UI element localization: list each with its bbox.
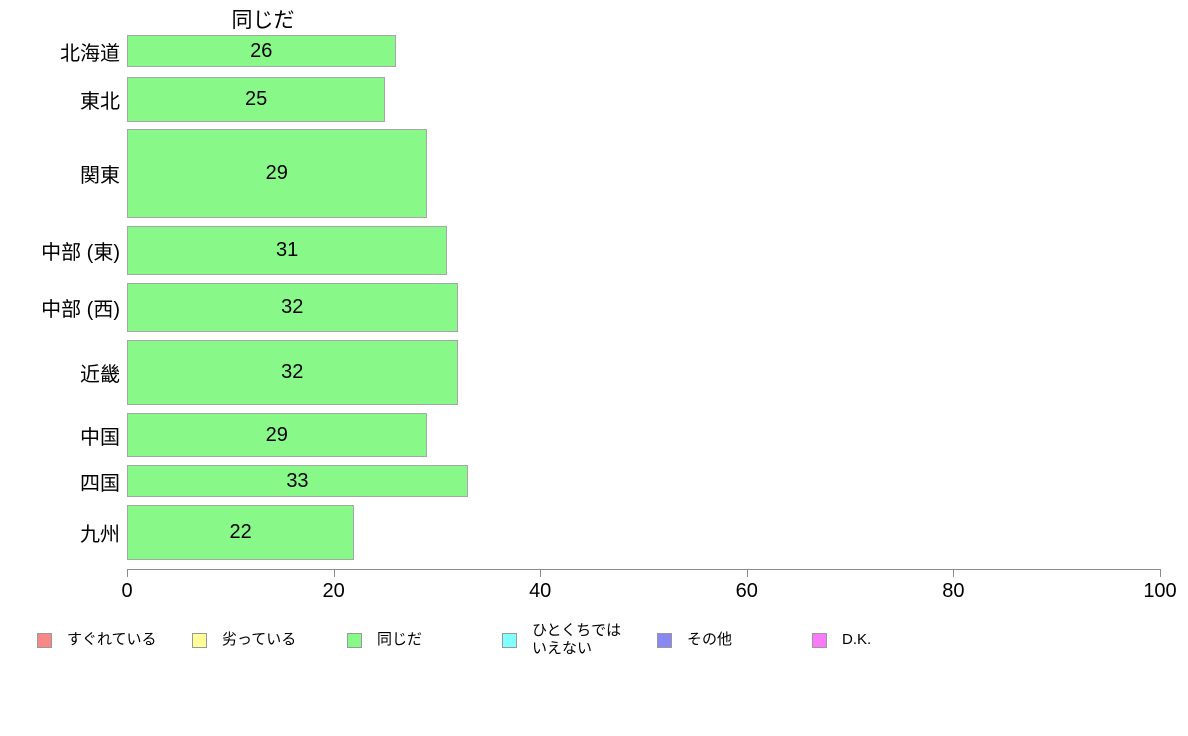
bar: 25 xyxy=(127,77,386,122)
x-axis-tick-label: 80 xyxy=(942,580,965,602)
bar: 29 xyxy=(127,129,427,218)
x-axis-tick xyxy=(540,569,542,577)
legend-swatch-icon xyxy=(657,632,672,648)
legend-item: D.K. xyxy=(812,631,872,648)
bar: 32 xyxy=(127,340,458,405)
category-label: 四国 xyxy=(80,472,120,495)
legend-swatch-icon xyxy=(192,632,207,648)
x-axis-tick-label: 0 xyxy=(121,580,133,602)
x-axis-tick xyxy=(333,569,335,577)
bar: 29 xyxy=(127,413,427,457)
x-axis-tick xyxy=(127,569,128,577)
bar: 22 xyxy=(127,505,355,560)
legend-item: すぐれている xyxy=(37,631,157,648)
legend-swatch-icon xyxy=(37,632,52,648)
x-axis-tick xyxy=(953,569,955,577)
x-axis-tick-label: 40 xyxy=(529,580,552,602)
legend-item: ひとくちでは いえない xyxy=(502,622,621,657)
category-label: 北海道 xyxy=(60,42,120,65)
category-label: 九州 xyxy=(80,524,120,546)
bar-value-label: 32 xyxy=(281,296,304,318)
bar: 33 xyxy=(127,465,468,497)
legend-label-line: いえない xyxy=(532,640,593,657)
bar-value-label: 31 xyxy=(275,239,299,261)
x-axis-tick xyxy=(1160,569,1161,577)
x-axis-tick-label: 20 xyxy=(322,580,345,602)
legend-label: ひとくちでは いえない xyxy=(532,622,621,658)
x-axis-line xyxy=(127,569,1160,570)
category-label: 中国 xyxy=(80,426,120,449)
legend-item: 同じだ xyxy=(347,631,423,648)
category-label: 近畿 xyxy=(80,364,120,386)
legend-label: D.K. xyxy=(842,631,872,648)
legend-label: すぐれている xyxy=(67,631,157,648)
bar-value-label: 26 xyxy=(250,39,273,62)
legend-label: その他 xyxy=(687,631,733,648)
x-axis-tick-label: 60 xyxy=(735,580,758,602)
bar: 32 xyxy=(127,283,458,332)
legend-swatch-icon xyxy=(502,632,517,648)
bar-value-label: 33 xyxy=(286,469,309,492)
bar-value-label: 22 xyxy=(229,521,252,543)
bar-value-label: 32 xyxy=(281,361,304,383)
x-axis-tick-label: 100 xyxy=(1143,580,1177,602)
category-label: 関東 xyxy=(80,165,120,187)
bar-value-label: 29 xyxy=(265,162,288,184)
bar-value-label: 29 xyxy=(265,423,288,446)
x-axis-tick xyxy=(746,569,748,577)
category-label: 中部 (東) xyxy=(41,242,120,264)
legend-item: その他 xyxy=(657,631,733,648)
bar-value-label: 25 xyxy=(245,88,268,110)
chart-title: 同じだ xyxy=(231,9,295,32)
legend-label: 劣っている xyxy=(222,631,297,648)
category-label: 東北 xyxy=(80,91,120,113)
legend-label: 同じだ xyxy=(377,631,423,648)
bar: 26 xyxy=(127,35,396,67)
legend-swatch-icon xyxy=(812,632,827,648)
bar: 31 xyxy=(127,226,448,275)
category-label: 中部 (西) xyxy=(41,299,120,321)
legend-swatch-icon xyxy=(347,632,362,648)
legend-label-line: ひとくちでは xyxy=(532,622,622,639)
legend-item: 劣っている xyxy=(192,631,297,648)
